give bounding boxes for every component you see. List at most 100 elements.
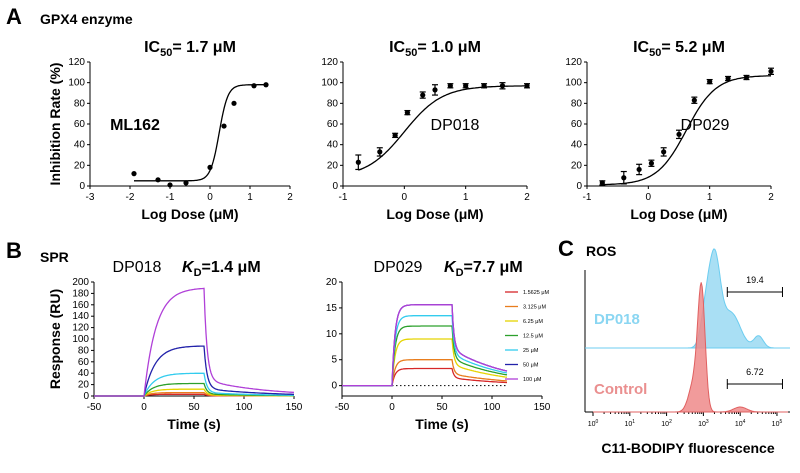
data-point xyxy=(420,92,426,98)
chart-b2-spr-dp029: 0 5 10 15 20 -50 0 50 100 150 DP029 KD=7.7 μM Time (… xyxy=(326,259,551,432)
data-point xyxy=(167,182,173,188)
x-tick-label: 150 xyxy=(286,402,303,413)
y-tick-label: 20 xyxy=(74,160,86,171)
x-tick-label: 105 xyxy=(772,419,783,428)
x-tick-label: 102 xyxy=(661,419,672,428)
x-tick-label: 150 xyxy=(534,402,551,413)
legend-label: 3.125 μM xyxy=(523,305,546,311)
data-point xyxy=(661,149,667,155)
x-axis-label: Log Dose (μM) xyxy=(141,206,238,222)
data-point xyxy=(432,87,438,93)
kd-label: KD=7.7 μM xyxy=(444,259,523,279)
data-point xyxy=(221,123,227,129)
sensorgram-100uM xyxy=(342,304,508,387)
data-point xyxy=(725,75,731,82)
data-point xyxy=(183,180,189,186)
data-point xyxy=(636,166,642,173)
y-tick-label: 60 xyxy=(327,119,339,130)
data-point xyxy=(499,83,506,89)
legend-label: 1.5625 μM xyxy=(523,290,550,296)
x-tick-label: 103 xyxy=(698,419,709,428)
y-tick-label: 120 xyxy=(72,323,89,334)
y-tick-label: 20 xyxy=(571,160,583,171)
y-axis-label: Response (RU) xyxy=(47,289,63,389)
data-point xyxy=(691,97,697,103)
panel-label-b: B xyxy=(6,238,22,263)
x-tick-label: 50 xyxy=(436,402,448,413)
y-tick-label: 120 xyxy=(68,57,85,68)
fit-curve xyxy=(602,75,771,186)
ic50-title: IC50= 5.2 μM xyxy=(633,39,725,59)
y-tick-label: 100 xyxy=(68,78,85,89)
data-point xyxy=(599,180,605,186)
x-tick-label: 100 xyxy=(236,402,253,413)
legend-label: 50 μM xyxy=(523,363,539,369)
data-point xyxy=(707,79,713,85)
gate-dp018-value: 19.4 xyxy=(746,275,764,285)
data-point xyxy=(648,160,655,166)
sensorgram-12.5uM xyxy=(342,325,508,387)
data-point xyxy=(743,74,750,81)
data-point xyxy=(355,159,361,165)
x-axis-label: Time (s) xyxy=(415,416,468,432)
x-tick-label: 1 xyxy=(247,192,253,203)
y-tick-label: 0 xyxy=(331,381,337,392)
x-tick-label: 100 xyxy=(484,402,501,413)
gpx4-label: GPX4 enzyme xyxy=(40,11,133,27)
x-axis-label: C11-BODIPY fluorescence xyxy=(601,440,774,456)
x-tick-label: 100 xyxy=(588,419,599,428)
x-tick-label: 1 xyxy=(707,192,713,203)
compound-label: DP018 xyxy=(431,117,480,134)
sensorgram-50uM xyxy=(94,345,294,397)
y-tick-label: 200 xyxy=(72,277,89,288)
data-point xyxy=(463,83,469,89)
x-tick-label: 1 xyxy=(463,192,469,203)
legend-label: 100 μM xyxy=(523,377,542,383)
y-tick-label: 80 xyxy=(327,98,339,109)
y-tick-label: 0 xyxy=(576,181,582,192)
y-tick-label: 10 xyxy=(326,329,338,340)
y-tick-label: 0 xyxy=(83,391,89,402)
y-tick-label: 15 xyxy=(326,303,338,314)
y-tick-label: 160 xyxy=(72,300,89,311)
gate-control-value: 6.72 xyxy=(746,367,764,377)
series-label-dp018: DP018 xyxy=(594,311,640,328)
data-point xyxy=(207,164,213,170)
x-axis-label: Log Dose (μM) xyxy=(630,206,727,222)
x-tick-label: 0 xyxy=(646,192,652,203)
data-point xyxy=(392,132,398,138)
ros-label: ROS xyxy=(586,243,616,259)
x-tick-label: 0 xyxy=(389,402,395,413)
x-tick-label: 101 xyxy=(625,419,636,428)
compound-label: DP029 xyxy=(374,259,423,276)
y-tick-label: 60 xyxy=(78,357,90,368)
legend-label: 12.5 μM xyxy=(523,334,543,340)
data-point xyxy=(231,100,237,106)
data-point xyxy=(768,68,774,74)
fit-curve xyxy=(358,85,527,171)
x-tick-label: -50 xyxy=(87,402,102,413)
x-tick-label: 0 xyxy=(141,402,147,413)
y-tick-label: 120 xyxy=(321,57,338,68)
y-tick-label: 80 xyxy=(571,98,583,109)
y-tick-label: 0 xyxy=(79,181,85,192)
chart-c-ros-flow: 100 101 102 103 104 105 19.4 6.72 DP018 Control C1… xyxy=(584,248,790,456)
y-axis-label: Inhibition Rate (%) xyxy=(47,63,63,186)
y-tick-label: 0 xyxy=(332,181,338,192)
y-tick-label: 120 xyxy=(565,57,582,68)
y-tick-label: 20 xyxy=(326,277,338,288)
x-tick-label: -1 xyxy=(339,192,348,203)
y-tick-label: 20 xyxy=(78,380,90,391)
y-tick-label: 140 xyxy=(72,311,89,322)
x-tick-label: -1 xyxy=(166,192,175,203)
x-tick-label: 50 xyxy=(188,402,200,413)
y-tick-label: 40 xyxy=(571,140,583,151)
compound-label: DP029 xyxy=(681,117,730,134)
x-tick-label: 2 xyxy=(287,192,293,203)
data-point xyxy=(404,110,410,116)
y-tick-label: 40 xyxy=(327,140,339,151)
sensorgram-100uM xyxy=(94,287,295,397)
data-point xyxy=(676,131,682,137)
